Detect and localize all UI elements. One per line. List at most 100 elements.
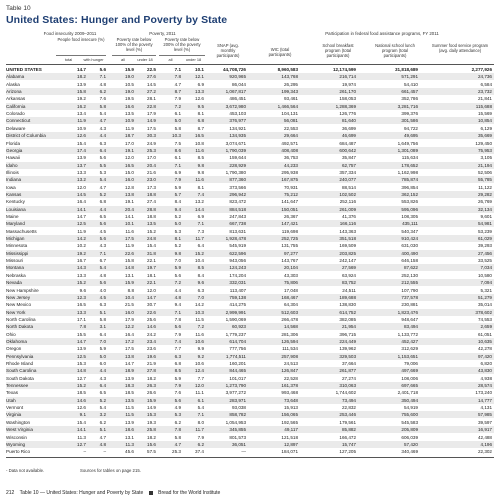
table-cell: 16.2 xyxy=(77,103,86,109)
table-cell: 13.2 xyxy=(195,199,204,205)
state-name: California xyxy=(6,103,26,109)
table-cell: 13.3 xyxy=(77,272,86,278)
table-cell: 7.9 xyxy=(197,434,204,440)
table-cell: 19.2 xyxy=(77,96,86,102)
table-cell: 5.9 xyxy=(99,346,106,352)
table-row: Michigan 14.2 5.6 17.5 24.8 8.1 11.7 1,928,478 2… xyxy=(6,235,494,242)
header-rule-food xyxy=(56,55,106,56)
table-cell: 14.6 xyxy=(147,324,156,330)
table-cell: 161,378 xyxy=(281,383,298,389)
table-cell: 63,924 xyxy=(341,272,356,278)
row-band xyxy=(6,117,494,125)
header-divider xyxy=(6,64,494,65)
table-cell: 12.5 xyxy=(77,221,86,227)
table-cell: 4.7 xyxy=(99,184,106,190)
table-cell: 14.2 xyxy=(77,236,86,242)
table-cell: 12.7 xyxy=(77,441,86,447)
table-cell: — xyxy=(241,449,246,455)
table-cell: 453,103 xyxy=(229,111,246,117)
header-rule-pov100 xyxy=(112,55,156,56)
table-cell: 11.3 xyxy=(77,434,86,440)
table-cell: 49,695 xyxy=(403,133,418,139)
table-cell: 301,586 xyxy=(401,118,418,124)
table-cell: 83,494 xyxy=(403,324,418,330)
table-cell: 7.7 xyxy=(197,375,204,381)
table-cell: 6.4 xyxy=(99,383,106,389)
table-cell: 14.7 xyxy=(77,214,86,219)
table-cell: 11.9 xyxy=(77,228,86,234)
table-cell: 19.1 xyxy=(125,147,134,153)
table-cell: 10.8 xyxy=(195,140,204,146)
table-cell: 12.2 xyxy=(125,324,134,330)
table-cell: 12,897 xyxy=(283,441,298,447)
table-cell: 340,469 xyxy=(401,449,418,455)
table-cell: 1,153,651 xyxy=(397,353,418,359)
row-band xyxy=(6,132,494,140)
table-row: Delaware 10.9 4.3 11.9 17.5 5.8 8.7 134,921 22,5… xyxy=(6,125,494,132)
table-cell: 8.5 xyxy=(174,368,181,374)
state-name: Mississippi xyxy=(6,250,29,256)
table-cell: 5.8 xyxy=(174,434,181,440)
footer-publisher: Bread for the World Institute xyxy=(158,490,221,496)
table-row: New Jersey 12.3 4.5 10.4 14.7 4.8 7.0 759,138 16… xyxy=(6,294,494,301)
table-cell: 230,881 xyxy=(401,302,418,308)
state-name: New Hampshire xyxy=(6,287,39,293)
table-cell: 396,854 xyxy=(401,184,418,190)
table-cell: 28.1 xyxy=(147,96,156,102)
table-cell: 19.1 xyxy=(125,199,134,205)
row-band xyxy=(6,323,494,331)
table-cell: 115,634 xyxy=(401,155,418,161)
table-cell: 3,074,671 xyxy=(225,140,246,146)
state-name: Nevada xyxy=(6,280,22,286)
subheader-all: all xyxy=(168,57,173,62)
table-cell: 15.2 xyxy=(77,383,86,389)
table-cell: 545,583 xyxy=(401,419,418,425)
state-name: Kentucky xyxy=(6,199,25,205)
state-name: Vermont xyxy=(6,405,24,411)
table-cell: 813,631 xyxy=(229,228,246,234)
table-cell: 332,031 xyxy=(229,280,246,286)
table-cell: 18.1 xyxy=(147,272,156,278)
table-cell: 10.9 xyxy=(77,125,86,131)
table-cell: 11.6 xyxy=(195,331,204,337)
table-cell: 261,009 xyxy=(339,206,356,212)
table-cell: 435,111 xyxy=(402,221,418,227)
table-cell: 13.3 xyxy=(77,309,86,315)
table-cell: 18.2 xyxy=(77,74,86,80)
table-row: Iowa 12.0 4.7 12.8 17.3 5.9 8.1 373,566 70,931 88… xyxy=(6,184,494,191)
state-name: Hawaii xyxy=(6,155,20,161)
table-cell: 16.7 xyxy=(77,258,86,264)
table-cell: 10.2 xyxy=(77,243,86,249)
table-cell: 697,665 xyxy=(401,383,418,389)
table-cell: 13.5 xyxy=(147,221,156,227)
table-cell: 4.8 xyxy=(99,272,106,278)
table-cell: 36,699 xyxy=(341,125,356,131)
table-cell: 253,446 xyxy=(339,412,356,418)
state-name: New Jersey xyxy=(6,294,30,300)
table-cell: 19.6 xyxy=(147,353,156,359)
table-cell: 31,818,689 xyxy=(395,67,418,72)
table-cell: 39,597 xyxy=(477,419,492,425)
table-cell: 7.1 xyxy=(174,162,181,168)
table-cell: 4,196 xyxy=(480,441,493,447)
table-cell: 1,162,998 xyxy=(397,169,418,175)
table-cell: 87,622 xyxy=(403,265,418,271)
table-cell: 4.8 xyxy=(99,81,106,87)
table-cell: 30.3 xyxy=(147,133,156,139)
table-cell: 283,971 xyxy=(229,397,246,403)
table-cell: 345,855 xyxy=(229,427,246,433)
table-row: District of Columbia 12.6 4.4 18.7 30.3 10.3 1… xyxy=(6,132,494,139)
table-cell: 26,295 xyxy=(283,81,298,87)
footnote-data-not-available: - Data not available. xyxy=(6,468,45,473)
table-cell: 31.8 xyxy=(147,250,156,256)
table-cell: 93,038 xyxy=(231,405,246,411)
table-cell: 156,065 xyxy=(281,412,298,418)
table-cell: 14.9 xyxy=(147,405,156,411)
table-cell: 62,757 xyxy=(341,162,356,168)
table-cell: 14.1 xyxy=(125,214,134,219)
table-cell: 7.0 xyxy=(99,338,106,344)
row-band xyxy=(6,235,494,243)
table-cell: 759,138 xyxy=(229,294,246,300)
table-row: New York 13.3 5.1 16.0 22.6 7.1 10.3 2,999,991 5… xyxy=(6,309,494,316)
